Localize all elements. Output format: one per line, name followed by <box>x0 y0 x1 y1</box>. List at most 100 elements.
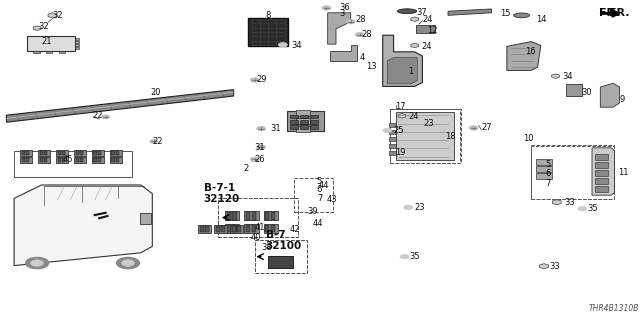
Bar <box>265 225 269 232</box>
Text: 34: 34 <box>562 72 573 81</box>
Bar <box>76 158 79 162</box>
Text: 19: 19 <box>396 148 406 157</box>
Bar <box>44 158 47 162</box>
Bar <box>214 225 227 233</box>
Bar <box>390 109 460 163</box>
Polygon shape <box>387 58 417 84</box>
Bar <box>595 154 608 160</box>
Text: 27: 27 <box>481 124 492 132</box>
Text: 13: 13 <box>366 62 377 71</box>
Text: 37: 37 <box>416 8 427 17</box>
Circle shape <box>257 126 266 131</box>
Bar <box>218 198 298 237</box>
Bar <box>40 151 43 155</box>
Bar <box>232 212 237 220</box>
Text: 5: 5 <box>545 160 550 169</box>
Polygon shape <box>48 13 57 18</box>
Bar <box>300 125 308 129</box>
Bar <box>110 150 122 156</box>
Text: 23: 23 <box>424 119 435 128</box>
Circle shape <box>404 205 413 210</box>
Text: 15: 15 <box>500 9 511 18</box>
Text: B-7
32100: B-7 32100 <box>266 230 302 252</box>
Circle shape <box>346 20 355 24</box>
Bar <box>93 158 97 162</box>
Bar <box>264 224 278 233</box>
Bar <box>252 225 256 232</box>
Polygon shape <box>448 9 492 15</box>
Bar <box>225 211 239 220</box>
Text: FR.: FR. <box>599 8 620 18</box>
Circle shape <box>578 206 587 211</box>
Text: 7: 7 <box>317 194 322 203</box>
Bar <box>230 225 243 233</box>
Bar <box>390 109 461 163</box>
Text: FR.: FR. <box>609 8 630 19</box>
Circle shape <box>469 126 478 130</box>
Bar <box>20 150 32 156</box>
Text: 28: 28 <box>355 15 366 24</box>
Circle shape <box>278 43 287 47</box>
Text: 36: 36 <box>339 3 350 12</box>
Bar <box>246 225 250 232</box>
Bar <box>265 212 269 220</box>
Bar <box>110 157 122 163</box>
Text: 24: 24 <box>408 112 419 121</box>
Polygon shape <box>411 17 419 21</box>
Bar <box>74 150 86 156</box>
Bar <box>98 151 101 155</box>
Bar <box>205 226 209 232</box>
Bar <box>74 157 86 163</box>
Text: 23: 23 <box>415 203 426 212</box>
Bar <box>595 162 608 168</box>
Text: 7: 7 <box>545 179 550 188</box>
Bar <box>216 226 220 232</box>
Circle shape <box>122 260 134 266</box>
Text: 24: 24 <box>422 15 433 24</box>
Text: 22: 22 <box>93 111 103 120</box>
Bar <box>227 212 231 220</box>
Polygon shape <box>33 26 41 30</box>
Bar <box>111 158 115 162</box>
Bar <box>296 118 310 124</box>
Text: 44: 44 <box>319 181 329 190</box>
Bar <box>27 36 75 51</box>
Text: 25: 25 <box>393 126 403 135</box>
Polygon shape <box>398 114 406 118</box>
Bar <box>116 151 119 155</box>
Ellipse shape <box>513 13 529 18</box>
Polygon shape <box>411 43 419 48</box>
Polygon shape <box>6 90 234 122</box>
Bar <box>140 213 151 224</box>
Bar <box>227 225 231 232</box>
Bar <box>294 178 333 212</box>
Text: 30: 30 <box>581 88 592 97</box>
Bar <box>287 111 324 131</box>
Bar <box>62 158 65 162</box>
Polygon shape <box>507 42 541 70</box>
Bar <box>531 146 614 199</box>
Bar <box>237 226 241 232</box>
Circle shape <box>400 254 409 259</box>
Text: 39: 39 <box>307 207 318 216</box>
Bar <box>232 225 237 232</box>
Bar <box>290 120 298 124</box>
Bar <box>310 115 318 118</box>
Bar <box>75 47 79 49</box>
Ellipse shape <box>397 9 417 13</box>
Text: 24: 24 <box>421 42 431 51</box>
Bar <box>531 145 614 199</box>
Bar <box>22 158 25 162</box>
Polygon shape <box>592 148 614 195</box>
Bar <box>58 151 61 155</box>
Bar <box>389 130 396 134</box>
Bar <box>221 226 225 232</box>
Circle shape <box>116 257 140 269</box>
Bar <box>76 151 79 155</box>
Bar <box>218 198 298 237</box>
Text: 41: 41 <box>255 223 265 232</box>
Bar <box>26 158 29 162</box>
Text: 33: 33 <box>564 198 575 207</box>
Bar <box>248 18 288 46</box>
Text: 8: 8 <box>266 12 271 20</box>
